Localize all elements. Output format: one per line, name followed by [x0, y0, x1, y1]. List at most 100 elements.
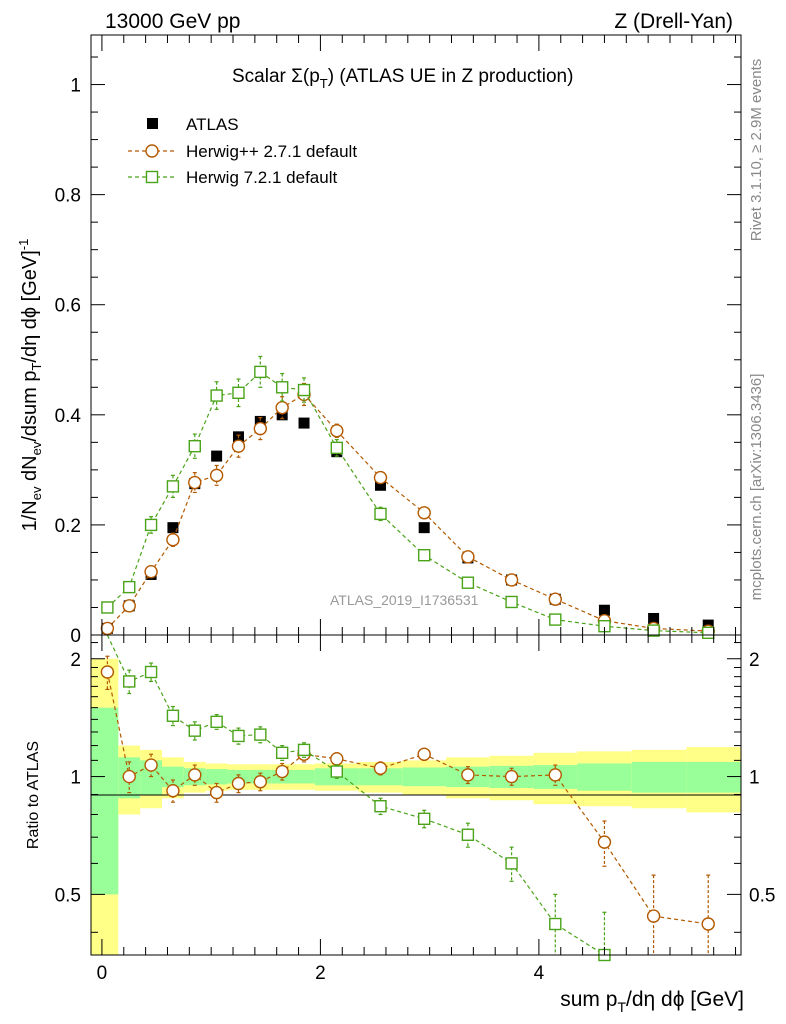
band-inner [293, 769, 315, 784]
main-y-axis-label: 1/Nev dNev/dsum pT/dη dϕ [GeV]-1 [16, 239, 44, 532]
ratio-tick-label-right: 0.5 [749, 885, 775, 906]
data-point [254, 365, 267, 379]
ratio-point [597, 835, 612, 849]
data-point [702, 626, 715, 639]
data-point [418, 522, 430, 534]
data-point [210, 389, 223, 402]
header-right: Z (Drell-Yan) [614, 10, 733, 33]
main-y-axis: 0 0.2 0.4 0.6 0.8 1 [55, 56, 741, 647]
band-inner [631, 761, 687, 793]
header-left: 13000 GeV pp [105, 10, 240, 33]
data-point [144, 564, 158, 579]
ratio-point [461, 768, 475, 782]
ratio-point [188, 768, 202, 782]
band-inner [686, 761, 741, 793]
data-point [209, 468, 224, 483]
ratio-point [166, 709, 180, 722]
legend-marker-herwigpp [145, 144, 159, 158]
legend: ATLAS Herwig++ 2.7.1 default Herwig 7.2.… [128, 115, 357, 187]
ratio-series-line [106, 634, 605, 956]
ratio-point [275, 764, 289, 779]
analysis-id: ATLAS_2019_I1736531 [330, 592, 479, 608]
ratio-panel-frame [90, 634, 742, 956]
ratio-point [297, 743, 311, 757]
data-point [461, 550, 475, 564]
band-inner [91, 707, 119, 895]
ratio-point [209, 785, 224, 800]
legend-marker-atlas [147, 118, 158, 129]
data-point [123, 580, 136, 594]
data-point [549, 613, 562, 626]
ratio-tick-label-right: 1 [749, 768, 760, 789]
x-axis: 0 2 4 [97, 35, 737, 984]
data-point [374, 507, 387, 521]
y-tick-label: 1 [70, 76, 81, 97]
ratio-y-axis: 0.5 0.5 1 1 2 2 [55, 642, 775, 933]
data-point [374, 479, 386, 491]
ratio-point [504, 769, 519, 784]
data-point [211, 450, 223, 462]
main-series-2 [101, 355, 715, 639]
ratio-point [330, 765, 343, 778]
ratio-point [254, 728, 267, 741]
ratio-point [701, 917, 715, 931]
chart-title: Scalar Σ(pT) (ATLAS UE in Z production) [232, 66, 573, 91]
data-point [231, 439, 246, 453]
ratio-point [549, 917, 562, 931]
legend-label-atlas: ATLAS [186, 115, 239, 134]
ratio-tick-label: 0.5 [55, 885, 81, 906]
data-point [417, 506, 431, 520]
data-point [298, 417, 310, 429]
ratio-point [548, 768, 562, 782]
ratio-tick-label-right: 2 [749, 650, 760, 671]
chart-title-rest: ) (ATLAS UE in Z production) [328, 66, 574, 87]
ratio-point [646, 909, 661, 923]
ratio-panel-marks [100, 634, 715, 962]
y-tick-label: 0.8 [55, 186, 81, 207]
data-point [648, 612, 660, 624]
data-point [373, 470, 388, 485]
ratio-point [210, 715, 223, 729]
data-point [504, 573, 519, 587]
data-point [166, 480, 180, 493]
ratio-point [123, 675, 136, 688]
data-point [166, 533, 180, 547]
ratio-point [374, 800, 387, 813]
data-point [276, 409, 288, 421]
main-panel-marks [100, 355, 715, 639]
data-point [548, 592, 562, 606]
ratio-point [461, 828, 475, 841]
ratio-tick-label: 1 [70, 768, 81, 789]
x-tick-label: 0 [97, 963, 108, 984]
y-tick-label: 0 [70, 626, 81, 647]
band-inner [577, 763, 632, 791]
data-point [101, 601, 114, 614]
band-inner [358, 768, 403, 786]
ratio-y-axis-label: Ratio to ATLAS [25, 741, 42, 849]
x-tick-label: 2 [315, 963, 326, 984]
y-tick-label: 0.2 [55, 516, 81, 537]
band-inner [402, 767, 447, 787]
y-tick-label: 0.6 [55, 296, 81, 317]
ratio-point [144, 665, 158, 679]
x-axis-label: sum pT/dη dϕ [GeV] [560, 988, 744, 1015]
data-point [297, 383, 311, 397]
data-point [100, 621, 115, 636]
band-inner [205, 769, 228, 785]
data-point [275, 400, 289, 415]
y-tick-label: 0.4 [55, 406, 82, 427]
ratio-point [275, 746, 289, 760]
band-inner [162, 766, 184, 788]
data-point [167, 522, 179, 534]
data-point [253, 421, 268, 436]
legend-label-herwig7: Herwig 7.2.1 default [186, 168, 337, 187]
data-point [188, 439, 201, 453]
data-point [275, 381, 289, 394]
data-point [505, 595, 518, 609]
data-point [461, 576, 475, 589]
data-point [232, 386, 245, 399]
data-point [330, 424, 344, 438]
x-tick-label: 4 [534, 963, 545, 984]
ratio-point [417, 747, 431, 761]
